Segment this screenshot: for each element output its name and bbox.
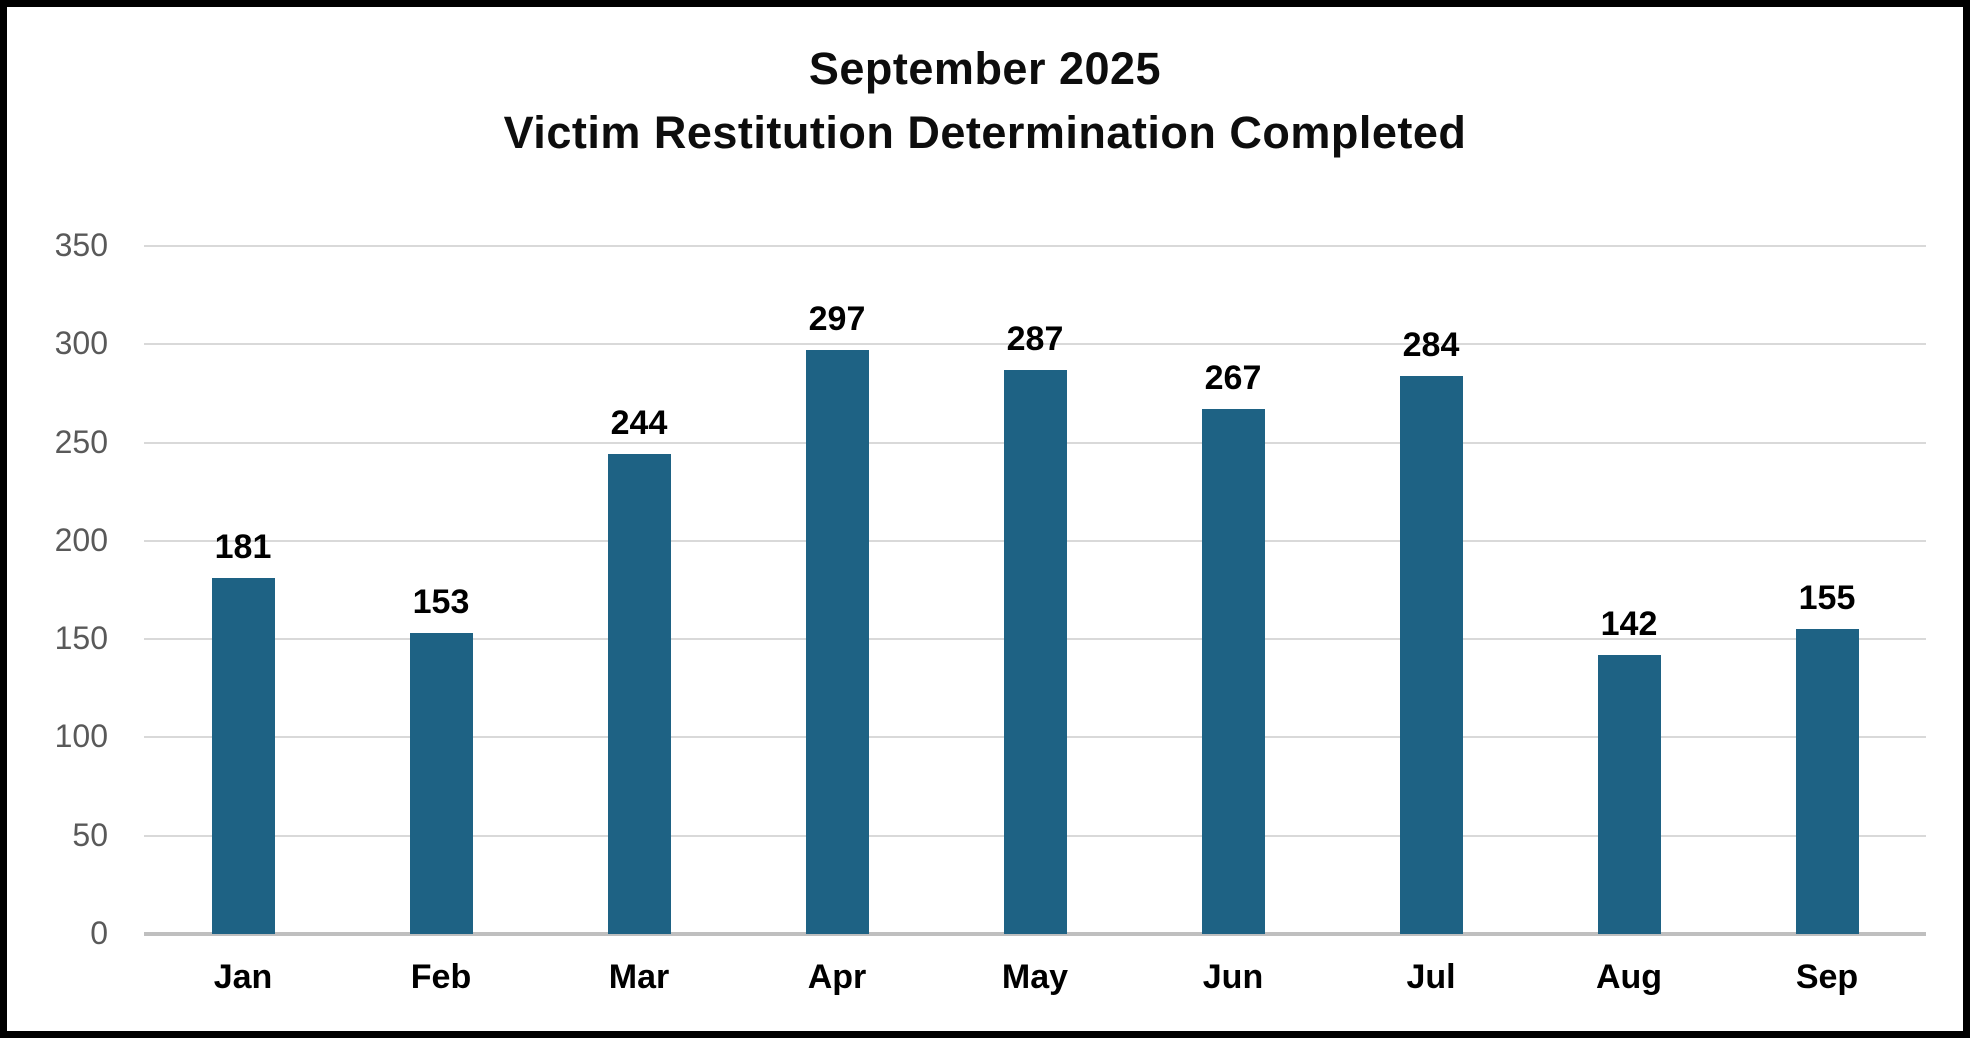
bar-slot-sep: 155 (1728, 246, 1926, 934)
bar-jul (1399, 375, 1463, 934)
x-tick-label-jan: Jan (213, 958, 273, 996)
x-tick-label-may: May (1001, 958, 1069, 996)
y-tick-label-50: 50 (72, 816, 108, 853)
data-label-apr: 297 (808, 300, 866, 339)
data-label-jul: 284 (1402, 325, 1460, 364)
bar-feb (409, 633, 473, 934)
chart-title-line-2: Victim Restitution Determination Complet… (503, 107, 1467, 158)
bar-aug (1597, 654, 1661, 934)
y-tick-label-100: 100 (54, 718, 108, 755)
gridline-350 (144, 245, 1926, 247)
data-label-jun: 267 (1204, 359, 1262, 398)
x-tick-label-aug: Aug (1595, 958, 1663, 996)
x-axis-line (144, 932, 1926, 936)
y-tick-label-350: 350 (54, 227, 108, 263)
bar-slot-mar: 244 (540, 246, 738, 934)
x-tick-label-jul: Jul (1406, 958, 1456, 996)
x-tick-label-mar: Mar (608, 958, 670, 996)
bar-slot-may: 287 (936, 246, 1134, 934)
bar-slot-jun: 267 (1134, 246, 1332, 934)
gridline-300 (144, 343, 1926, 346)
chart-title: September 2025 Victim Restitution Determ… (7, 37, 1963, 165)
data-label-jan: 181 (214, 528, 272, 567)
bars-row: 181 153 244 297 287 267 284 142 155 (144, 246, 1926, 934)
bar-may (1003, 369, 1067, 934)
bar-sep (1795, 629, 1859, 934)
bar-jan (211, 578, 275, 934)
y-tick-label-200: 200 (54, 521, 108, 558)
bar-slot-aug: 142 (1530, 246, 1728, 934)
data-label-may: 287 (1006, 319, 1064, 358)
bar-slot-jan: 181 (144, 246, 342, 934)
bar-mar (607, 454, 671, 934)
x-tick-label-sep: Sep (1795, 958, 1859, 996)
chart-title-line-1: September 2025 (808, 43, 1162, 94)
data-label-mar: 244 (610, 404, 668, 443)
x-axis-labels: Jan Feb Mar Apr May Jun Jul Aug Sep (144, 958, 1926, 997)
bar-apr (805, 350, 869, 934)
x-tick-label-feb: Feb (410, 958, 472, 996)
data-label-sep: 155 (1798, 579, 1856, 618)
y-tick-label-250: 250 (54, 423, 108, 460)
x-tick-label-jun: Jun (1202, 958, 1264, 996)
data-label-aug: 142 (1600, 604, 1658, 643)
bar-slot-jul: 284 (1332, 246, 1530, 934)
y-tick-label-300: 300 (54, 325, 108, 362)
data-label-feb: 153 (412, 583, 470, 622)
y-tick-label-150: 150 (54, 620, 108, 657)
bar-slot-apr: 297 (738, 246, 936, 934)
bar-slot-feb: 153 (342, 246, 540, 934)
x-tick-label-apr: Apr (807, 958, 867, 996)
bar-chart-plot-area: 0 50 100 150 200 250 300 350 181 153 244 297 287 267 2… (55, 229, 1926, 996)
bar-jun (1201, 409, 1265, 934)
y-tick-label-0: 0 (90, 915, 108, 951)
